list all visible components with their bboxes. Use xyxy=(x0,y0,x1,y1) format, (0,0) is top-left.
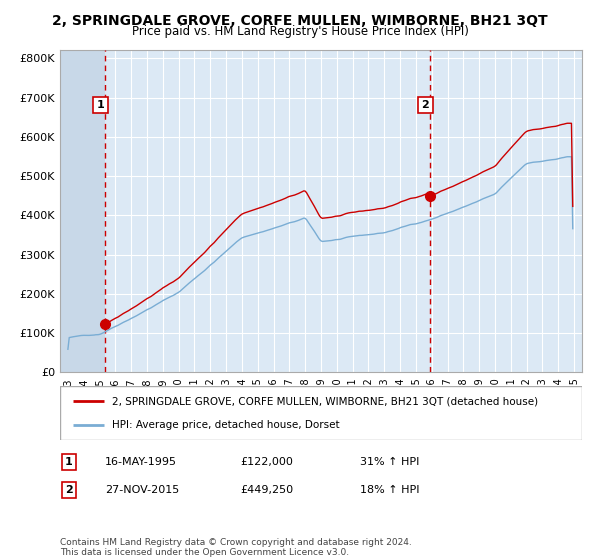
Bar xyxy=(60,50,106,372)
Text: 1: 1 xyxy=(97,100,104,110)
Text: 27-NOV-2015: 27-NOV-2015 xyxy=(105,485,179,495)
Text: 2: 2 xyxy=(65,485,73,495)
Text: 1: 1 xyxy=(65,457,73,467)
Text: 2, SPRINGDALE GROVE, CORFE MULLEN, WIMBORNE, BH21 3QT: 2, SPRINGDALE GROVE, CORFE MULLEN, WIMBO… xyxy=(52,14,548,28)
Text: 31% ↑ HPI: 31% ↑ HPI xyxy=(360,457,419,467)
Text: HPI: Average price, detached house, Dorset: HPI: Average price, detached house, Dors… xyxy=(112,420,340,430)
Text: Price paid vs. HM Land Registry's House Price Index (HPI): Price paid vs. HM Land Registry's House … xyxy=(131,25,469,38)
Text: £449,250: £449,250 xyxy=(240,485,293,495)
FancyBboxPatch shape xyxy=(60,386,582,440)
Text: 2, SPRINGDALE GROVE, CORFE MULLEN, WIMBORNE, BH21 3QT (detached house): 2, SPRINGDALE GROVE, CORFE MULLEN, WIMBO… xyxy=(112,396,538,407)
Text: Contains HM Land Registry data © Crown copyright and database right 2024.
This d: Contains HM Land Registry data © Crown c… xyxy=(60,538,412,557)
Text: £122,000: £122,000 xyxy=(240,457,293,467)
Text: 2: 2 xyxy=(422,100,429,110)
Text: 16-MAY-1995: 16-MAY-1995 xyxy=(105,457,177,467)
Text: 18% ↑ HPI: 18% ↑ HPI xyxy=(360,485,419,495)
